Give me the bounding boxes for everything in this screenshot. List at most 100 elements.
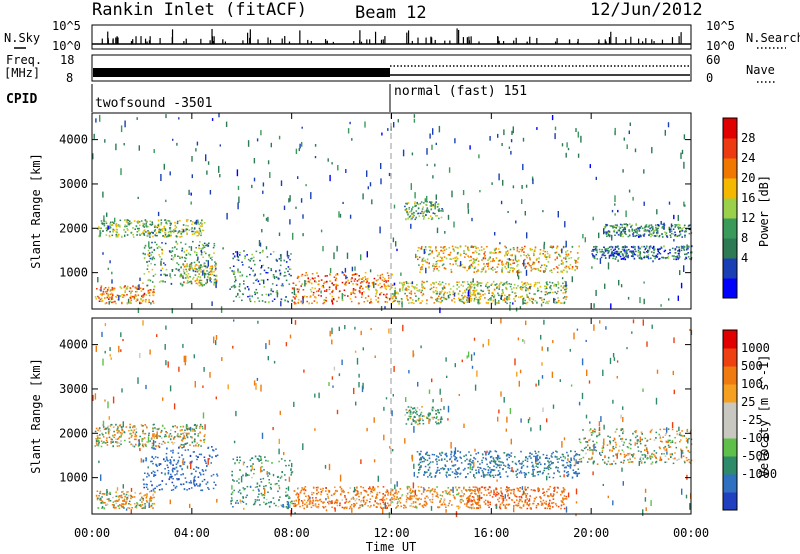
- heatmap-cell: [353, 273, 355, 276]
- heatmap-cell: [152, 256, 155, 258]
- heatmap-cell: [184, 449, 187, 451]
- heatmap-cell: [278, 499, 280, 502]
- heatmap-cell: [551, 456, 553, 458]
- heatmap-cell: [200, 439, 202, 442]
- heatmap-cell: [257, 496, 259, 498]
- heatmap-cell: [190, 228, 193, 231]
- heatmap-cell: [153, 149, 155, 154]
- heatmap-cell: [509, 269, 511, 272]
- heatmap-cell: [291, 292, 294, 294]
- heatmap-cell: [233, 270, 235, 272]
- heatmap-cell: [442, 252, 445, 254]
- heatmap-cell: [311, 287, 314, 289]
- heatmap-cell: [379, 499, 381, 501]
- heatmap-cell: [151, 497, 153, 500]
- heatmap-cell: [529, 286, 531, 289]
- heatmap-cell: [174, 486, 177, 489]
- heatmap-cell: [494, 249, 496, 252]
- heatmap-cell: [104, 287, 107, 289]
- heatmap-cell: [566, 461, 568, 464]
- heatmap-cell: [420, 450, 422, 453]
- heatmap-cell: [533, 285, 536, 287]
- heatmap-cell: [253, 256, 255, 259]
- heatmap-cell: [211, 259, 213, 261]
- heatmap-cell: [589, 164, 591, 169]
- heatmap-cell: [407, 497, 410, 499]
- heatmap-cell: [643, 251, 646, 254]
- heatmap-cell: [606, 249, 608, 252]
- heatmap-cell: [169, 275, 171, 277]
- heatmap-cell: [415, 216, 417, 219]
- heatmap-cell: [246, 254, 248, 256]
- heatmap-cell: [557, 300, 560, 303]
- heatmap-cell: [210, 269, 213, 271]
- heatmap-cell: [406, 297, 408, 299]
- heatmap-cell: [259, 459, 262, 462]
- heatmap-cell: [106, 441, 109, 443]
- heatmap-cell: [370, 300, 372, 303]
- freq-trace-twofsound: [93, 68, 390, 77]
- heatmap-cell: [664, 233, 667, 236]
- heatmap-cell: [300, 500, 303, 502]
- heatmap-cell: [191, 428, 194, 430]
- heatmap-cell: [632, 255, 634, 258]
- heatmap-cell: [323, 501, 325, 503]
- heatmap-cell: [498, 251, 500, 254]
- heatmap-cell: [420, 493, 423, 495]
- heatmap-cell: [360, 493, 362, 496]
- heatmap-cell: [151, 503, 154, 505]
- heatmap-cell: [566, 255, 569, 257]
- heatmap-cell: [204, 460, 207, 463]
- heatmap-cell: [175, 240, 177, 243]
- heatmap-cell: [320, 500, 323, 503]
- heatmap-cell: [123, 507, 125, 509]
- heatmap-cell: [116, 432, 119, 434]
- heatmap-cell: [230, 497, 233, 499]
- heatmap-cell: [160, 219, 163, 221]
- heatmap-cell: [470, 299, 472, 302]
- heatmap-cell: [606, 231, 609, 234]
- heatmap-cell: [468, 249, 470, 252]
- heatmap-cell: [272, 274, 275, 276]
- heatmap-cell: [380, 163, 382, 169]
- heatmap-cell: [244, 255, 246, 258]
- heatmap-cell: [399, 288, 401, 290]
- heatmap-cell: [164, 264, 167, 266]
- heatmap-cell: [437, 506, 440, 509]
- heatmap-cell: [603, 227, 606, 230]
- heatmap-cell: [382, 496, 385, 498]
- heatmap-cell: [92, 153, 94, 160]
- heatmap-cell: [442, 288, 444, 290]
- heatmap-cell: [160, 472, 163, 474]
- heatmap-cell: [190, 487, 193, 489]
- heatmap-cell: [270, 269, 273, 272]
- heatmap-cell: [368, 486, 371, 488]
- heatmap-cell: [440, 297, 442, 300]
- heatmap-cell: [194, 250, 196, 253]
- heatmap-cell: [436, 203, 439, 206]
- heatmap-cell: [200, 249, 203, 252]
- heatmap-cell: [310, 506, 313, 509]
- heatmap-cell: [498, 284, 500, 287]
- heatmap-cell: [521, 281, 523, 283]
- heatmap-cell: [246, 494, 248, 497]
- heatmap-cell: [330, 494, 333, 497]
- heatmap-cell: [105, 220, 107, 223]
- heatmap-cell: [334, 279, 337, 282]
- heatmap-cell: [394, 287, 397, 290]
- heatmap-cell: [103, 224, 106, 227]
- heatmap-cell: [441, 259, 443, 262]
- heatmap-cell: [295, 206, 297, 209]
- heatmap-cell: [631, 252, 634, 254]
- heatmap-cell: [391, 293, 394, 295]
- heatmap-cell: [247, 258, 250, 261]
- heatmap-cell: [406, 497, 409, 499]
- heatmap-cell: [551, 282, 554, 284]
- heatmap-cell: [481, 459, 483, 462]
- heatmap-cell: [186, 279, 189, 282]
- heatmap-cell: [614, 127, 616, 132]
- heatmap-cell: [526, 301, 529, 304]
- heatmap-cell: [127, 497, 129, 499]
- heatmap-cell: [197, 234, 200, 237]
- heatmap-cell: [145, 445, 147, 447]
